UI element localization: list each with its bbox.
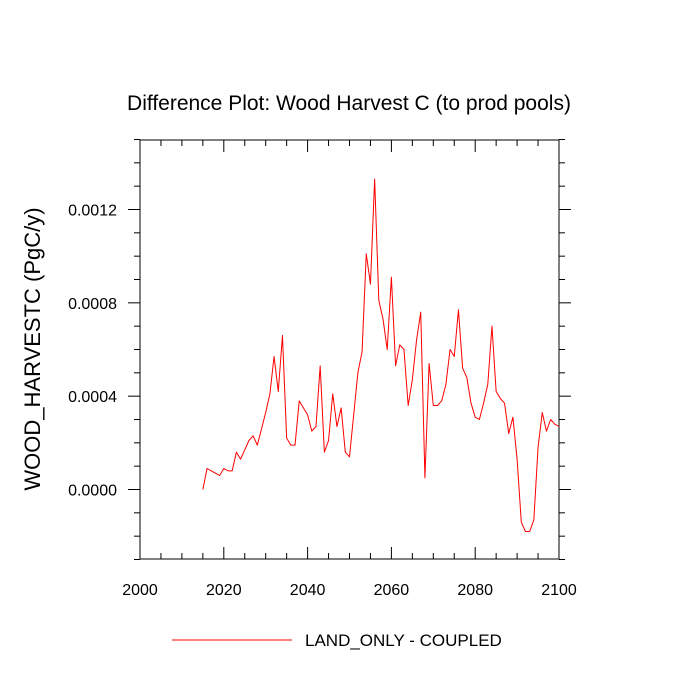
y-tick-labels: 0.0000 0.0004 0.0008 0.0012 bbox=[68, 203, 117, 500]
x-tick-label: 2020 bbox=[206, 582, 242, 599]
y-tick-label: 0.0000 bbox=[68, 483, 117, 500]
legend: LAND_ONLY - COUPLED bbox=[172, 631, 502, 650]
axis-ticks bbox=[128, 139, 571, 560]
y-tick-label: 0.0008 bbox=[68, 296, 117, 313]
x-tick-label: 2100 bbox=[541, 582, 577, 599]
y-tick-label: 0.0012 bbox=[68, 203, 117, 220]
series-group bbox=[202, 178, 560, 532]
legend-label: LAND_ONLY - COUPLED bbox=[305, 631, 502, 650]
plot-frame bbox=[139, 139, 560, 560]
x-tick-label: 2060 bbox=[374, 582, 410, 599]
chart-title: Difference Plot: Wood Harvest C (to prod… bbox=[127, 92, 571, 115]
x-tick-label: 2040 bbox=[290, 582, 326, 599]
series-line bbox=[202, 178, 560, 532]
y-tick-label: 0.0004 bbox=[68, 389, 117, 406]
y-axis-label: WOOD_HARVESTC (PgC/y) bbox=[20, 207, 45, 490]
x-tick-labels: 2000 2020 2040 2060 2080 2100 bbox=[122, 582, 577, 599]
x-tick-label: 2080 bbox=[457, 582, 493, 599]
x-tick-label: 2000 bbox=[122, 582, 158, 599]
